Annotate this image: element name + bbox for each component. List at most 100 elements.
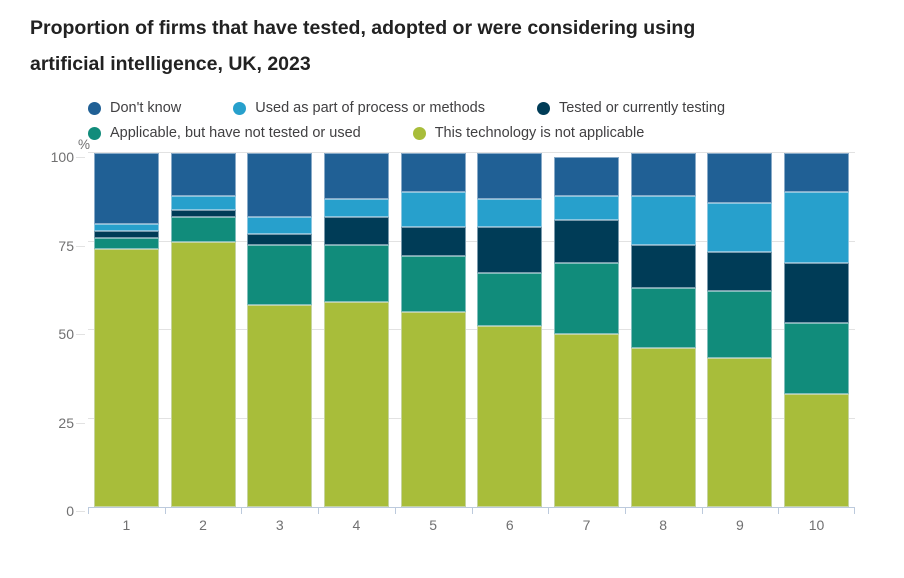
gridline-y-25 [88, 417, 855, 419]
bar-segment[interactable] [400, 255, 466, 313]
bar-segment[interactable] [93, 153, 159, 224]
page-title: Proportion of firms that have tested, ad… [30, 10, 830, 82]
bar-segment[interactable] [247, 216, 313, 235]
x-axis-tick-mark [701, 508, 703, 514]
bar-segment[interactable] [477, 153, 543, 200]
y-axis-tick-mark [76, 334, 85, 335]
x-axis-tick-mark [88, 508, 89, 514]
bar-segment[interactable] [553, 333, 619, 507]
bar-segment[interactable] [553, 262, 619, 334]
y-axis-unit-label: % [78, 137, 91, 152]
bar-segment[interactable] [784, 153, 850, 192]
bar-segment[interactable] [323, 199, 389, 217]
bar-band-9 [702, 153, 779, 507]
bar-segment[interactable] [170, 209, 236, 217]
x-axis-tick-label-9: 9 [735, 517, 744, 533]
bar-segment[interactable] [93, 237, 159, 249]
bar-segment[interactable] [707, 291, 773, 359]
bar-segment[interactable] [323, 301, 389, 507]
x-axis-tick-mark [394, 508, 396, 514]
bar-segment[interactable] [477, 199, 543, 228]
legend-row-2: Applicable, but have not tested or used T… [88, 125, 904, 141]
bar-segment[interactable] [630, 195, 696, 246]
bar-segment[interactable] [707, 252, 773, 292]
bar-segment[interactable] [477, 326, 543, 507]
bar-segment[interactable] [630, 347, 696, 507]
bar-group-10 [784, 153, 850, 507]
bar-segment[interactable] [707, 153, 773, 203]
bar-segment[interactable] [553, 220, 619, 263]
bar-segment[interactable] [784, 322, 850, 394]
bar-segment[interactable] [630, 245, 696, 288]
bar-segment[interactable] [630, 153, 696, 196]
bar-segment[interactable] [323, 245, 389, 302]
bar-segment[interactable] [784, 262, 850, 323]
gridline-y-100 [88, 152, 855, 153]
x-axis-tick-mark [624, 508, 626, 514]
legend-item: Used as part of process or methods [233, 100, 485, 116]
bar-segment[interactable] [247, 234, 313, 246]
legend-item: This technology is not applicable [412, 125, 644, 141]
bar-group-4 [323, 153, 389, 507]
bar-segment[interactable] [247, 153, 313, 217]
bar-segment[interactable] [170, 216, 236, 242]
bar-group-5 [400, 153, 466, 507]
bar-segment[interactable] [170, 153, 236, 196]
bar-group-9 [707, 153, 773, 507]
gridline-y-75 [88, 240, 855, 242]
legend-dot-icon [88, 126, 101, 140]
x-axis-tick-label-1: 1 [122, 517, 131, 533]
bar-band-8 [625, 153, 702, 507]
x-axis-tick-mark [778, 508, 780, 514]
bar-segment[interactable] [93, 230, 159, 238]
bar-segment[interactable] [400, 312, 466, 507]
bar-segment[interactable] [170, 195, 236, 210]
x-axis-tick-label-2: 2 [199, 517, 207, 533]
x-axis-tick-mark [854, 508, 855, 514]
x-axis-tick-label-7: 7 [582, 517, 591, 533]
bar-segment[interactable] [400, 191, 466, 228]
bar-group-6 [477, 153, 543, 507]
bar-segment[interactable] [93, 248, 159, 507]
x-axis-tick-label-4: 4 [352, 517, 361, 533]
bar-segment[interactable] [247, 245, 313, 306]
x-axis-tick-mark [241, 508, 243, 514]
page-title-line-1: Proportion of firms that have tested, ad… [30, 17, 696, 39]
bar-segment[interactable] [323, 153, 389, 200]
bar-segment[interactable] [477, 227, 543, 274]
y-axis-tick-label: 75 [58, 237, 74, 254]
bar-band-3 [241, 153, 318, 507]
y-axis-tick-mark [76, 422, 85, 424]
y-axis-tick-label: 100 [50, 149, 74, 165]
bar-segment[interactable] [93, 223, 159, 231]
bar-segment[interactable] [784, 393, 850, 507]
bar-segment[interactable] [400, 153, 466, 192]
bar-segment[interactable] [630, 287, 696, 348]
x-axis-tick-label-3: 3 [275, 517, 284, 533]
x-axis-tick-label-8: 8 [659, 517, 668, 533]
bar-segment[interactable] [170, 241, 236, 507]
legend-dot-icon [233, 101, 247, 115]
bar-segment[interactable] [707, 202, 773, 253]
legend-item-label: Tested or currently testing [558, 100, 726, 116]
bar-band-2 [165, 153, 242, 507]
bar-segment[interactable] [400, 227, 466, 256]
chart-legend: Don't know Used as part of process or met… [88, 100, 904, 141]
y-axis-tick-mark [76, 511, 85, 512]
x-axis-tick-label-10: 10 [808, 517, 825, 533]
bar-segment[interactable] [553, 156, 619, 196]
x-axis-tick-mark [164, 508, 166, 514]
bar-segment[interactable] [553, 195, 619, 221]
bars-container [88, 153, 855, 507]
legend-item: Tested or currently testing [536, 100, 726, 116]
bar-segment[interactable] [323, 216, 389, 246]
bar-band-10 [778, 153, 855, 507]
x-axis-tick-mark [471, 508, 473, 514]
bar-segment[interactable] [477, 273, 543, 327]
bar-segment[interactable] [707, 358, 773, 507]
bar-segment[interactable] [784, 191, 850, 263]
bar-segment[interactable] [247, 305, 313, 507]
bar-band-6 [471, 153, 548, 507]
y-axis-tick-label: 0 [66, 503, 74, 519]
bar-band-7 [548, 153, 625, 507]
